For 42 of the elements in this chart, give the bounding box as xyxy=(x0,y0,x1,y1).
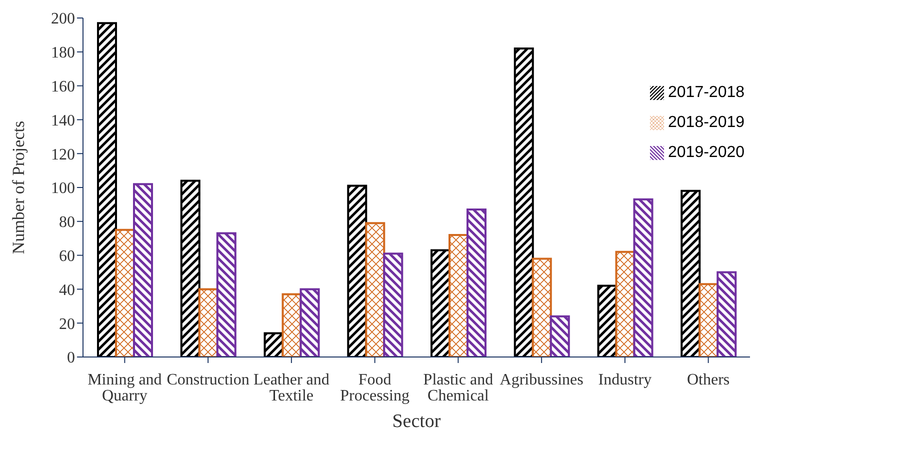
bar xyxy=(216,232,236,357)
bar xyxy=(180,180,200,357)
bar xyxy=(198,288,218,357)
bar xyxy=(514,48,534,357)
bar xyxy=(365,222,386,357)
y-axis-title: Number of Projects xyxy=(9,120,28,254)
bar xyxy=(466,208,487,357)
bar xyxy=(347,184,368,357)
y-tick-label: 20 xyxy=(59,316,75,333)
x-tick-label: Mining and Quarry xyxy=(88,371,162,404)
bar xyxy=(97,22,118,357)
bar xyxy=(680,190,701,357)
bar xyxy=(698,283,719,357)
y-tick-label: 140 xyxy=(51,112,75,130)
y-tick-label: 0 xyxy=(67,350,75,367)
y-tick-label: 160 xyxy=(51,78,75,96)
x-tick-label: Others xyxy=(686,371,730,388)
y-tick-label: 180 xyxy=(51,44,75,62)
x-tick-label: Construction xyxy=(166,371,250,388)
bar xyxy=(383,252,404,357)
y-tick-label: 100 xyxy=(51,180,75,198)
bar xyxy=(716,271,737,357)
x-tick-label: Leather and Textile xyxy=(253,371,330,404)
y-tick-label: 120 xyxy=(51,146,75,164)
y-tick-label: 200 xyxy=(51,10,75,28)
legend-label: 2019-2020 xyxy=(668,144,745,161)
legend-label: 2018-2019 xyxy=(668,114,745,131)
y-tick-label: 80 xyxy=(59,214,75,232)
y-tick-label: 40 xyxy=(59,282,75,299)
x-tick-label: Plastic and Chemical xyxy=(423,371,494,404)
legend-label: 2017-2018 xyxy=(668,84,745,101)
bar xyxy=(532,258,552,357)
bar xyxy=(550,315,570,357)
bar xyxy=(615,250,636,357)
x-axis-title: Sector xyxy=(392,411,442,432)
y-tick-label: 60 xyxy=(59,248,75,265)
bar xyxy=(133,183,154,357)
bar xyxy=(300,288,320,357)
x-tick-label: Food Processing xyxy=(340,371,410,404)
x-tick-label: Industry xyxy=(598,371,652,388)
x-tick-label: Agribussines xyxy=(500,371,584,388)
bar xyxy=(633,198,654,357)
